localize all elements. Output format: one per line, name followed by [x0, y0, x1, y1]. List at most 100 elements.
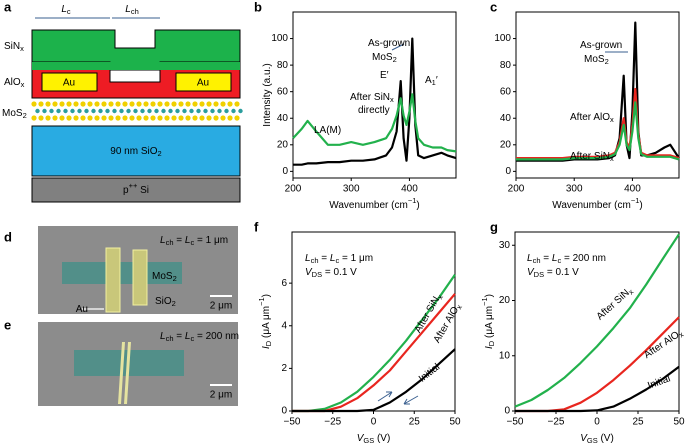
panel-label: g — [490, 219, 498, 234]
au-contact — [175, 72, 232, 92]
atom — [73, 115, 79, 121]
y-tick-label: 60 — [277, 86, 289, 97]
x-tick-label: 400 — [624, 184, 641, 195]
atom — [147, 108, 152, 114]
annotation-part: V — [305, 267, 313, 278]
annotation-part: c — [335, 256, 339, 265]
y-tick-label: 60 — [500, 86, 512, 97]
y-tick-label: 20 — [277, 139, 289, 150]
atom — [157, 101, 163, 107]
y-axis-label: ID (μA μm−1) — [480, 294, 496, 349]
annotation-part: After SiN — [570, 151, 610, 162]
y-tick-label: 0 — [281, 406, 287, 417]
annotation-part: x — [435, 293, 445, 301]
au-label: Au — [63, 78, 75, 89]
series-line — [292, 273, 456, 413]
atom — [220, 101, 226, 107]
mos2-flake — [62, 262, 182, 284]
annotation-part: As-grown — [580, 40, 622, 51]
atom — [35, 108, 40, 114]
x-axis-label: Wavenumber (cm−1) — [552, 196, 642, 211]
y-tick-label: 80 — [277, 60, 289, 71]
atom — [49, 108, 54, 114]
image-caption-part: = — [173, 235, 184, 246]
au-electrode — [105, 247, 121, 313]
atom — [101, 101, 107, 107]
sinx-cap — [32, 62, 240, 70]
x-tick-label: −25 — [324, 417, 341, 428]
atom — [133, 108, 138, 114]
atom — [66, 115, 72, 121]
x-tick-label: −50 — [284, 417, 301, 428]
image-caption-part: = 1 μm — [194, 235, 228, 246]
image-caption-part: = — [173, 331, 184, 342]
atom — [154, 108, 159, 114]
x-axis-label-part: −1 — [631, 196, 640, 205]
panel-label: d — [4, 229, 12, 244]
layer-label-part: MoS — [2, 108, 23, 119]
atom — [143, 115, 149, 121]
series-line — [514, 233, 680, 408]
annotation-part: c — [557, 256, 561, 265]
atom — [189, 108, 194, 114]
y-tick-label: 100 — [494, 33, 511, 44]
au-label: Au — [197, 78, 209, 89]
image-label-part: 2 — [173, 274, 177, 283]
atom — [199, 115, 205, 121]
y-axis-label-part: I — [484, 346, 495, 349]
y-axis-label-part: −1 — [257, 297, 266, 306]
panel-label: e — [4, 317, 11, 332]
atom — [108, 115, 114, 121]
annotation-part: ch — [311, 256, 319, 265]
image-caption-part: L — [160, 235, 166, 246]
image-caption: Lch = Lc = 200 nm — [160, 331, 239, 343]
annotation-part: ′ — [436, 75, 438, 86]
x-axis-label-part: GS — [363, 436, 374, 445]
x-tick-label: −50 — [507, 417, 524, 428]
y-tick-label: 2 — [281, 363, 287, 374]
annotation-part: x — [454, 303, 464, 311]
atom — [203, 108, 208, 114]
annotation-part: After AlO — [570, 112, 610, 123]
y-tick-label: 0 — [282, 166, 288, 177]
atom — [45, 101, 51, 107]
annotation-part: V — [527, 267, 535, 278]
atom — [157, 115, 163, 121]
au-contact — [41, 72, 98, 92]
y-tick-label: 30 — [499, 240, 511, 251]
pointer — [391, 43, 405, 51]
scale-label: 2 μm — [210, 390, 232, 401]
layer-label: AlOx — [4, 77, 25, 89]
atom — [129, 101, 135, 107]
layer-label-part: x — [21, 80, 25, 89]
atom — [98, 108, 103, 114]
annotation-part: MoS — [584, 54, 605, 65]
x-axis-label-part: Wavenumber (cm — [329, 200, 408, 211]
y-axis-label: Intensity (a.u.) — [262, 63, 273, 126]
layer-label-part: x — [20, 44, 24, 53]
image-caption-part: ch — [166, 334, 174, 343]
image-caption-part: c — [190, 334, 194, 343]
atom — [126, 108, 131, 114]
x-axis-label: VGS (V) — [357, 433, 391, 445]
annotation: A1′ — [425, 75, 438, 87]
atom — [182, 108, 187, 114]
annotation: E′ — [380, 70, 389, 81]
annotation-part: x — [677, 330, 685, 340]
x-tick-label: 25 — [632, 417, 644, 428]
atom — [206, 115, 212, 121]
atom — [63, 108, 68, 114]
y-axis-label-part: −1 — [480, 297, 489, 306]
x-axis-label-part: V — [357, 433, 365, 444]
layer-label-part: Si — [137, 185, 149, 196]
atom — [150, 101, 156, 107]
annotation-part: E′ — [380, 70, 389, 81]
atom — [213, 101, 219, 107]
atom — [94, 101, 100, 107]
atom — [38, 101, 44, 107]
x-tick-label: 25 — [409, 417, 421, 428]
annotation: VDS = 0.1 V — [305, 267, 357, 279]
annotation-part: After SiN — [594, 287, 631, 322]
x-tick-label: −25 — [548, 417, 565, 428]
layer-label: MoS2 — [2, 108, 27, 120]
